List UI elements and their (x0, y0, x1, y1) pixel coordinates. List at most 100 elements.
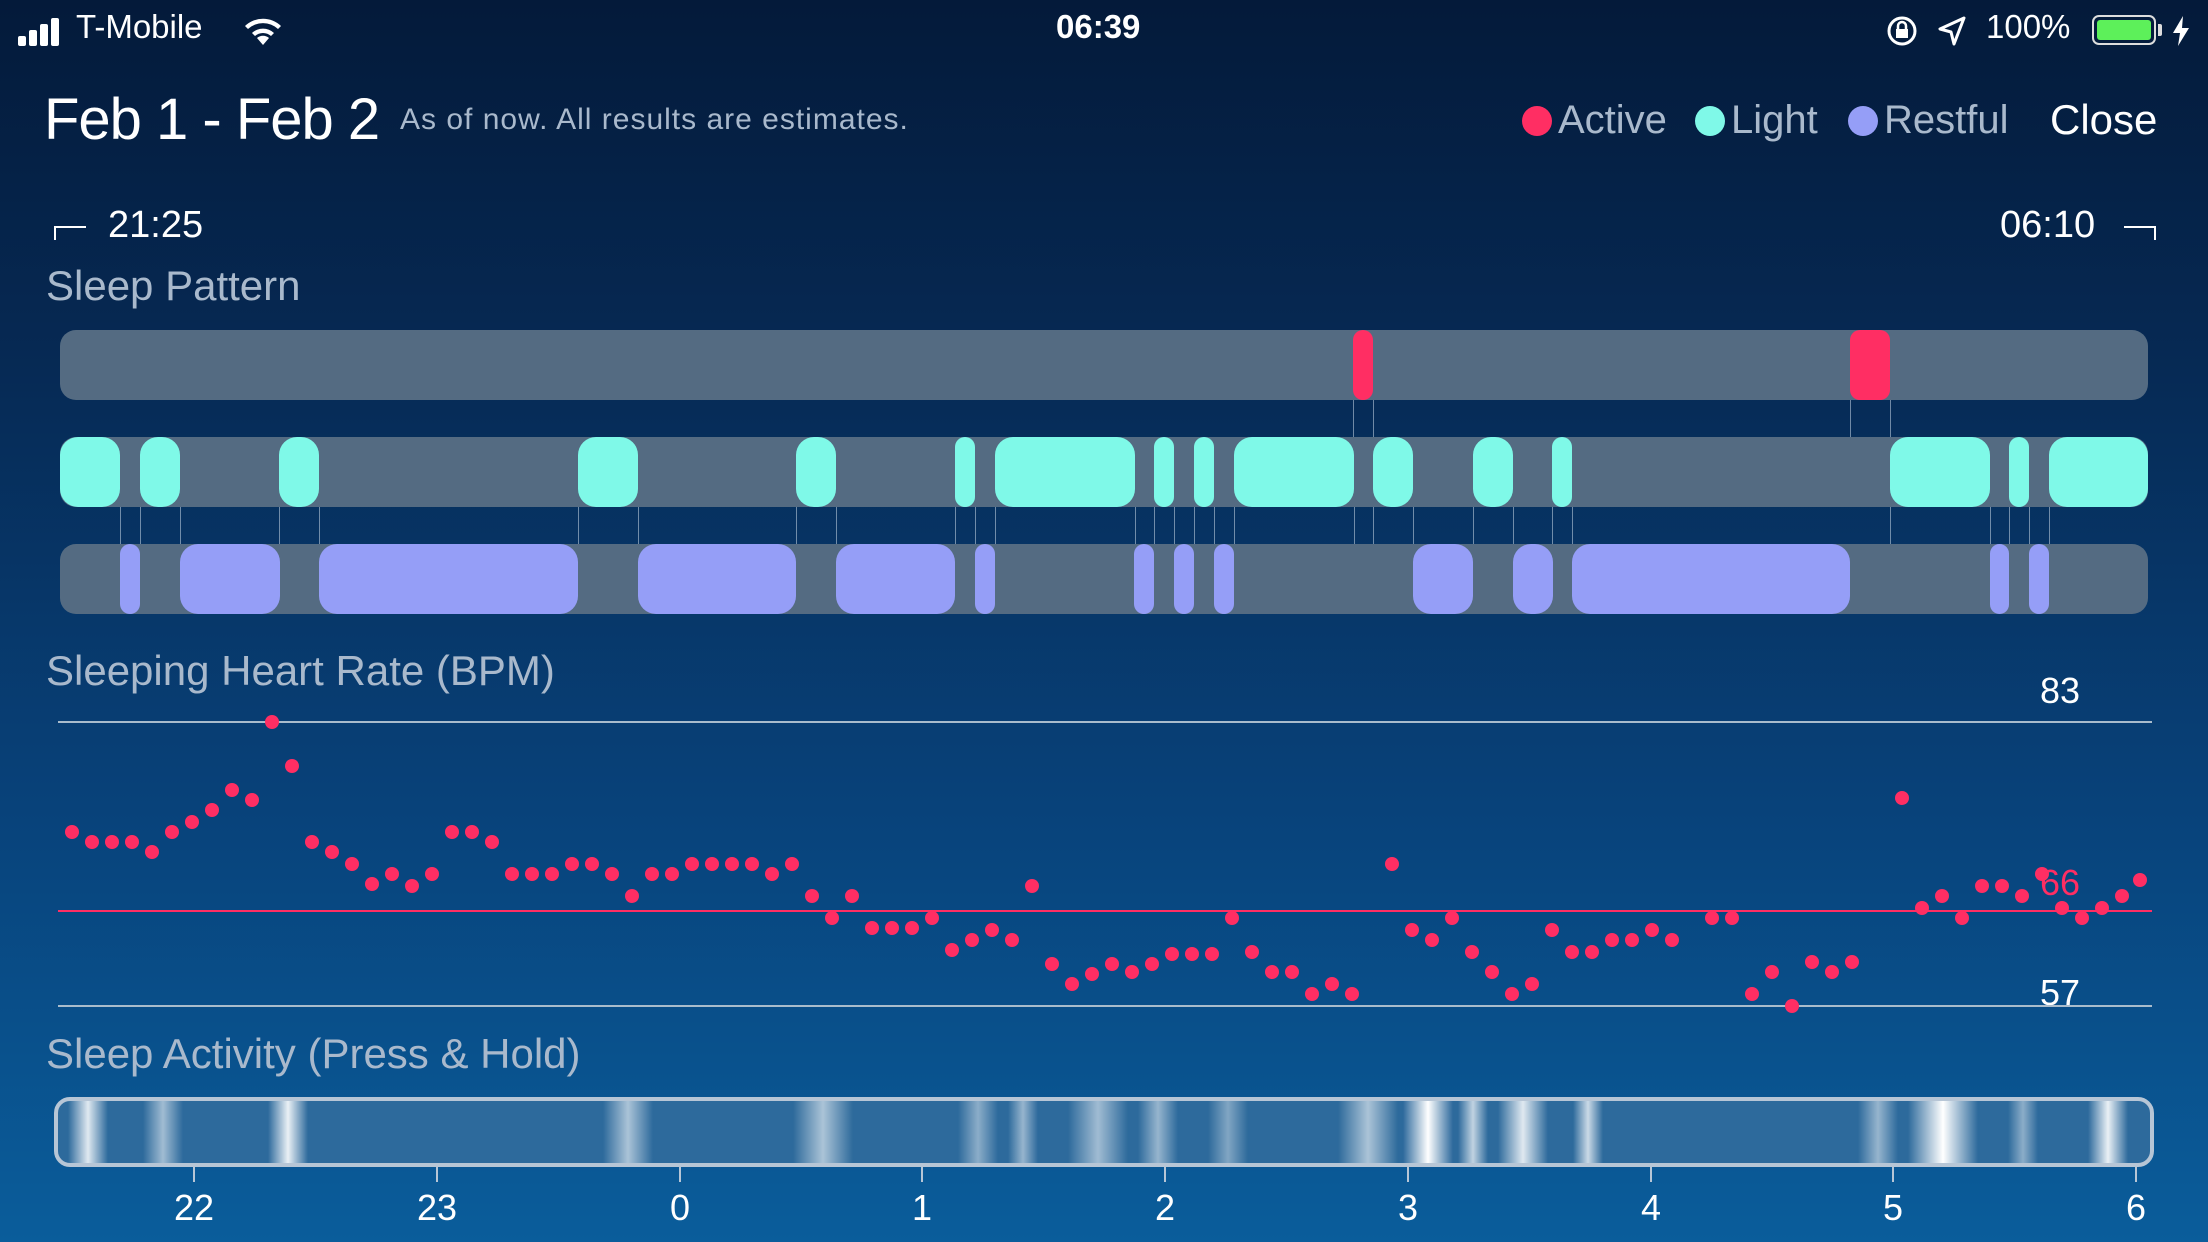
status-bar: T-Mobile 06:39 100% (0, 0, 2208, 62)
light-segment (1154, 437, 1174, 507)
sleep-pattern-title: Sleep Pattern (46, 262, 301, 309)
hr-point (825, 911, 839, 925)
heart-rate-title: Sleeping Heart Rate (BPM) (46, 647, 555, 694)
stage-transition-line (1353, 365, 1354, 472)
hr-point (1425, 933, 1439, 947)
hr-point (145, 845, 159, 859)
carrier-label: T-Mobile (76, 8, 203, 45)
stage-transition-line (319, 472, 320, 579)
active-segment (1353, 330, 1373, 400)
hr-point (865, 921, 879, 935)
hr-point (365, 877, 379, 891)
hr-point (2075, 911, 2089, 925)
axis-tick (2135, 1166, 2137, 1182)
battery-icon (2092, 15, 2156, 45)
hr-point (1305, 987, 1319, 1001)
hr-point (165, 825, 179, 839)
hr-point (1975, 879, 1989, 893)
activity-burst (1573, 1101, 1603, 1163)
stage-transition-line (975, 472, 976, 579)
hr-point (2055, 901, 2069, 915)
hr-avg-line (58, 910, 2152, 912)
hr-point (645, 867, 659, 881)
restful-segment (319, 544, 578, 614)
hr-point (1785, 999, 1799, 1013)
hr-point (805, 889, 819, 903)
hr-point (525, 867, 539, 881)
hr-point (1525, 977, 1539, 991)
stage-transition-line (1513, 472, 1514, 579)
legend-light-dot (1695, 106, 1725, 136)
hr-min-label: 57 (2039, 972, 2080, 1013)
active-track (60, 330, 2148, 400)
restful-segment (1134, 544, 1154, 614)
light-segment (1234, 437, 1354, 507)
activity-burst (603, 1101, 653, 1163)
axis-tick (193, 1166, 195, 1182)
light-segment (578, 437, 638, 507)
axis-tick (1164, 1166, 1166, 1182)
stage-transition-line (1373, 472, 1374, 579)
restful-segment (1174, 544, 1194, 614)
hr-point (1805, 955, 1819, 969)
axis-tick (1892, 1166, 1894, 1182)
stage-transition-line (1174, 472, 1175, 579)
hr-point (1915, 901, 1929, 915)
hr-point (545, 867, 559, 881)
axis-tick (436, 1166, 438, 1182)
activity-burst (143, 1101, 183, 1163)
hr-point (305, 835, 319, 849)
axis-label: 1 (911, 1187, 933, 1228)
legend-active-dot (1522, 106, 1552, 136)
hr-point (605, 867, 619, 881)
stage-transition-line (1413, 472, 1414, 579)
activity-burst (1138, 1101, 1178, 1163)
signal-icon (18, 18, 59, 46)
hr-point (1465, 945, 1479, 959)
hr-point (1665, 933, 1679, 947)
close-button[interactable]: Close (2050, 96, 2158, 143)
light-segment (995, 437, 1135, 507)
restful-segment (180, 544, 280, 614)
hr-point (1745, 987, 1759, 1001)
stage-transition-line (140, 472, 141, 579)
location-icon (1938, 16, 1966, 46)
hr-point (1005, 933, 1019, 947)
stage-transition-line (1154, 472, 1155, 579)
hr-point (185, 815, 199, 829)
hr-point (465, 825, 479, 839)
hr-point (1645, 923, 1659, 937)
hr-point (565, 857, 579, 871)
hr-point (1955, 911, 1969, 925)
hr-point (225, 783, 239, 797)
hr-point (685, 857, 699, 871)
axis-label: 6 (2125, 1187, 2147, 1228)
hr-point (1505, 987, 1519, 1001)
activity-burst (68, 1101, 108, 1163)
hr-point (65, 825, 79, 839)
page-title: Feb 1 - Feb 2 (44, 87, 380, 152)
hr-point (1995, 879, 2009, 893)
hr-point (85, 835, 99, 849)
stage-transition-line (1890, 365, 1891, 472)
stage-transition-line (995, 472, 996, 579)
hr-point (965, 933, 979, 947)
hr-point (1125, 965, 1139, 979)
activity-burst (268, 1101, 308, 1163)
hr-min-line (58, 1005, 2152, 1007)
hr-point (2015, 889, 2029, 903)
hr-point (1765, 965, 1779, 979)
hr-point (445, 825, 459, 839)
activity-burst (2008, 1101, 2038, 1163)
restful-segment (1513, 544, 1553, 614)
hr-point (1545, 923, 1559, 937)
stage-transition-line (796, 472, 797, 579)
light-segment (1194, 437, 1214, 507)
hr-point (1325, 977, 1339, 991)
sleep-activity-bar[interactable] (54, 1097, 2154, 1167)
range-start-time: 21:25 (108, 204, 204, 246)
light-track (60, 437, 2148, 507)
wifi-icon (245, 18, 281, 45)
light-segment (60, 437, 120, 507)
hr-point (105, 835, 119, 849)
